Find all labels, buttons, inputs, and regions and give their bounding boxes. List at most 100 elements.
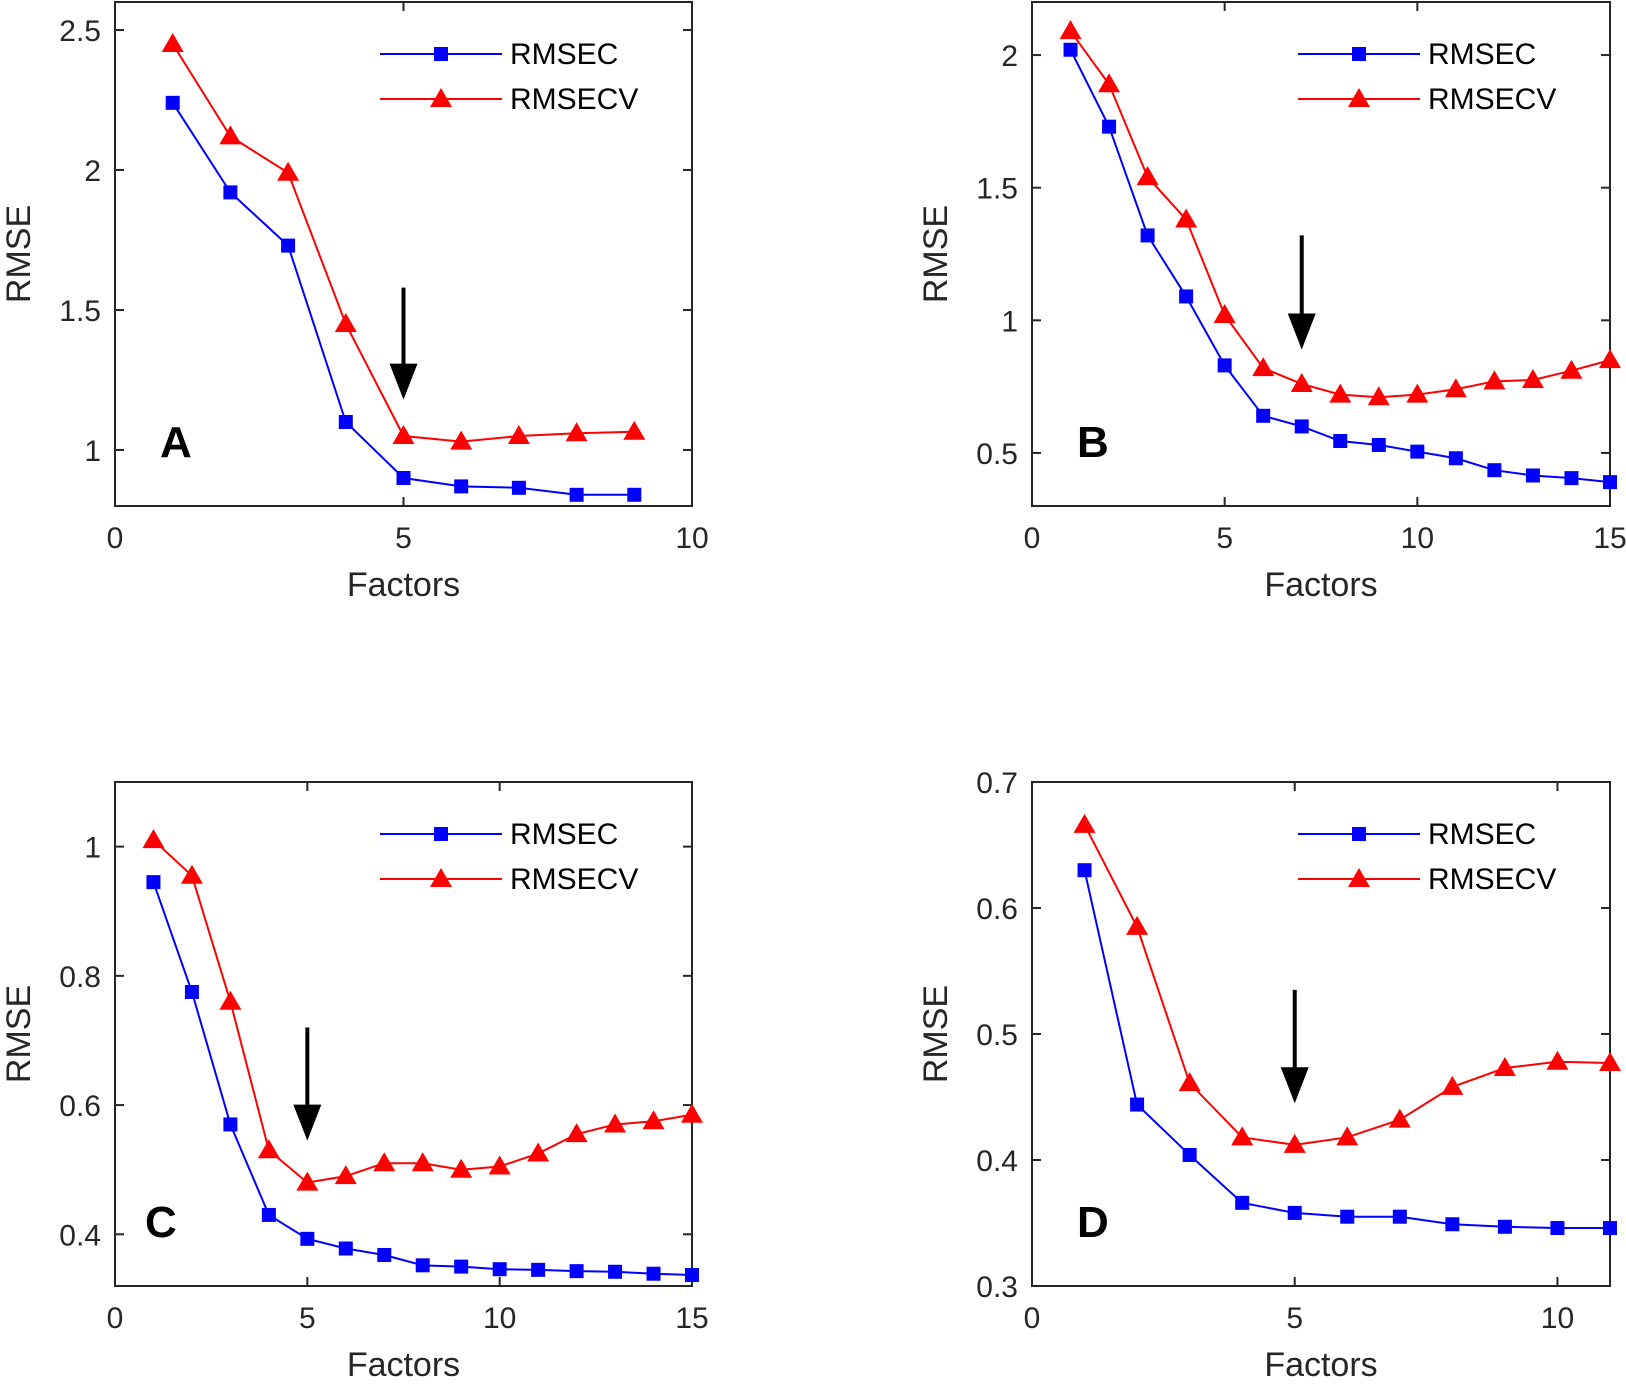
- y-tick-label: 0.5: [976, 438, 1018, 471]
- y-tick-label: 0.3: [976, 1271, 1018, 1304]
- y-tick-label: 2: [84, 155, 101, 188]
- rmsec-line: [152, 881, 693, 1277]
- rmsecv-point: [565, 422, 588, 442]
- rmsec-point: [1179, 289, 1194, 304]
- panel-letter: D: [1077, 1198, 1109, 1247]
- rmsec-point: [1392, 1209, 1407, 1224]
- rmsecv-point: [180, 864, 203, 884]
- rmsec-point: [1448, 451, 1463, 466]
- rmsec-point: [569, 1264, 584, 1279]
- rmsecv-point: [161, 33, 184, 52]
- rmsec-point: [608, 1264, 623, 1279]
- y-tick-label: 0.6: [976, 893, 1018, 926]
- legend-marker-triangle: [1348, 868, 1370, 887]
- legend-entry: RMSECV: [510, 863, 638, 896]
- legend-marker-square: [434, 47, 448, 61]
- rmsec-point: [627, 487, 642, 502]
- y-tick-label: 0.4: [59, 1219, 101, 1252]
- series-rmsecv: [161, 33, 646, 450]
- rmsecv-point: [1175, 208, 1198, 228]
- series-rmsec: [146, 875, 699, 1283]
- rmsecv-point: [681, 1103, 703, 1123]
- rmsecv-point: [1231, 1126, 1254, 1146]
- plot-frame: [1031, 781, 1611, 1287]
- arrow-down-icon: [293, 1027, 322, 1141]
- legend-entry: RMSEC: [510, 38, 618, 71]
- x-tick-label: 0: [1024, 522, 1041, 555]
- rmsec-point: [1603, 475, 1617, 490]
- rmsecv-point: [1521, 369, 1544, 388]
- y-tick-label: 1.5: [59, 295, 101, 328]
- rmsec-point: [1333, 434, 1348, 449]
- rmsecv-point: [373, 1152, 396, 1172]
- legend-marker-triangle: [1348, 88, 1370, 107]
- rmsecv-point: [334, 1165, 357, 1185]
- legend-entry: RMSEC: [1428, 818, 1536, 851]
- rmsec-point: [492, 1262, 507, 1277]
- series-rmsecv: [1059, 20, 1621, 406]
- panel-d: 0 5 100.30.40.50.60.7FactorsRMSERMSECRMSEC…: [917, 767, 1621, 1384]
- rmsec-point: [184, 985, 199, 999]
- rmsecv-point: [411, 1152, 434, 1172]
- y-tick-label: 0.7: [976, 767, 1018, 800]
- y-tick-label: 2: [1001, 40, 1018, 73]
- x-axis-label: Factors: [1264, 1346, 1377, 1384]
- x-tick-label: 0: [107, 522, 124, 555]
- legend-marker-triangle: [430, 88, 452, 107]
- y-axis-label: RMSE: [0, 205, 38, 303]
- rmsec-point: [1550, 1221, 1565, 1236]
- legend-marker-square: [1352, 827, 1366, 841]
- y-tick-label: 1.5: [976, 173, 1018, 206]
- rmsecv-point: [1283, 1133, 1306, 1153]
- rmsec-point: [646, 1266, 661, 1281]
- rmsecv-point: [1336, 1126, 1359, 1146]
- series-rmsecv: [1073, 813, 1621, 1153]
- rmsecv-point: [1483, 370, 1506, 390]
- x-tick-label: 0: [107, 1302, 124, 1335]
- rmsecv-point: [1546, 1050, 1569, 1070]
- rmsec-point: [377, 1247, 392, 1262]
- plot-frame: [114, 781, 693, 1287]
- rmsec-point: [338, 415, 353, 429]
- panel-letter: C: [145, 1198, 177, 1247]
- rmsecv-point: [642, 1110, 665, 1130]
- rmsecv-point: [1136, 166, 1159, 186]
- rmsec-point: [281, 238, 296, 253]
- rmsec-point: [396, 471, 411, 485]
- rmsec-point: [1130, 1097, 1145, 1112]
- rmsecv-point: [1441, 1075, 1464, 1095]
- rmsecv-point: [219, 125, 242, 145]
- series-rmsec: [1077, 863, 1617, 1236]
- legend-entry: RMSEC: [1428, 38, 1536, 71]
- rmsecv-point: [1560, 359, 1583, 379]
- legend-entry: RMSECV: [510, 83, 638, 116]
- panel-a: 0 5 10 1 1.5 2 2.5 Factors RMSE RMSEC RMSECV A: [0, 1, 709, 604]
- rmsec-point: [1235, 1195, 1250, 1210]
- legend-entry: RMSEC: [510, 818, 618, 851]
- legend: RMSEC RMSECV: [1298, 818, 1556, 896]
- x-tick-label: 10: [1401, 522, 1434, 555]
- rmsecv-point: [1073, 813, 1096, 833]
- rmsecv-point: [1098, 73, 1121, 93]
- rmsec-point: [1217, 358, 1232, 373]
- x-tick-label: 5: [1286, 1302, 1303, 1335]
- rmsec-point: [1410, 444, 1425, 459]
- rmsecv-point: [1444, 378, 1467, 398]
- rmsecv-point: [604, 1113, 627, 1133]
- rmsec-point: [1603, 1221, 1617, 1236]
- panel-b: 0 5 10 15 0.5 1 1.5 2 Factors RMSE RMSEC RMSECV B: [917, 1, 1626, 604]
- rmsecv-point: [507, 425, 530, 444]
- rmsec-point: [1287, 1205, 1302, 1220]
- rmsec-point: [685, 1268, 699, 1283]
- x-tick-label: 10: [483, 1302, 516, 1335]
- series-rmsecv: [142, 829, 703, 1191]
- rmsec-point: [1182, 1147, 1197, 1162]
- legend: RMSEC RMSECV: [1298, 38, 1556, 116]
- y-tick-label: 0.8: [59, 961, 101, 994]
- series-rmsec: [1063, 42, 1617, 490]
- x-tick-label: 0: [1024, 1302, 1041, 1335]
- rmsecv-point: [565, 1123, 588, 1143]
- rmsecv-point: [1493, 1057, 1516, 1077]
- y-tick-label: 0.6: [59, 1090, 101, 1123]
